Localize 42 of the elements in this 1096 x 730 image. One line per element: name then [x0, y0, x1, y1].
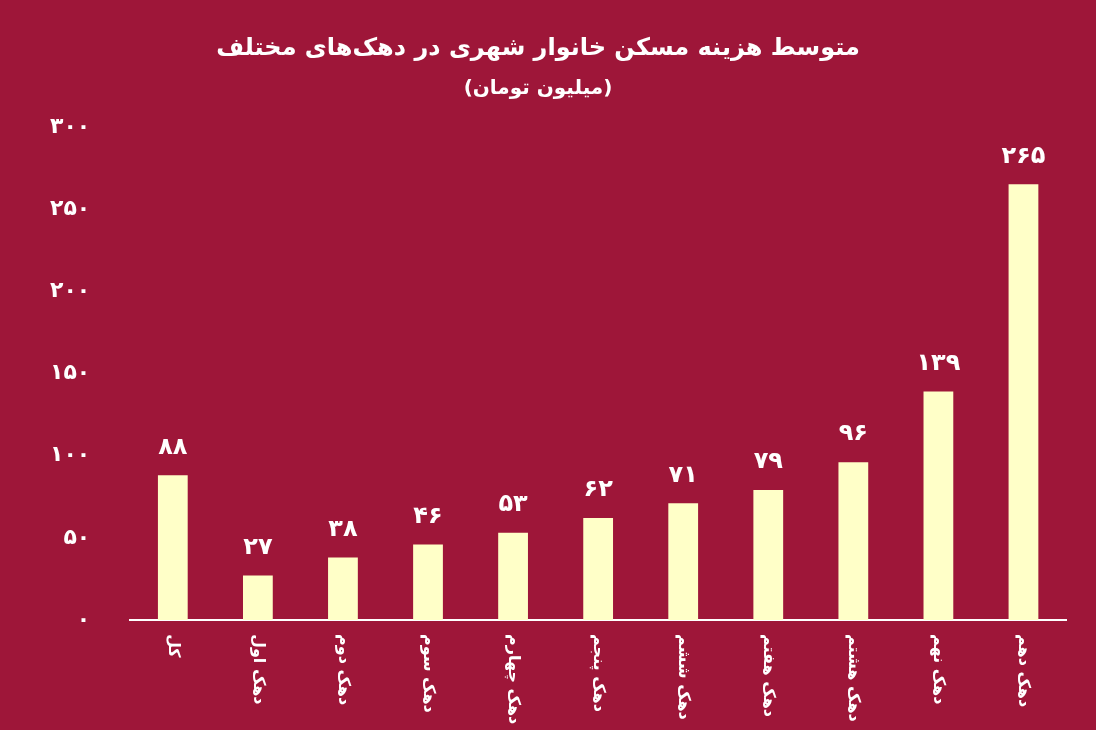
y-tick-label: ۲۰۰	[49, 276, 91, 302]
data-label: ۹۶	[838, 418, 868, 447]
bar	[838, 462, 869, 620]
data-label: ۴۶	[413, 500, 443, 529]
data-label: ۷۹	[753, 446, 784, 475]
x-tick-label: دهک سوم	[419, 634, 439, 713]
data-label: ۳۸	[328, 513, 358, 542]
x-tick-label: دهک چهارم	[503, 634, 524, 725]
y-tick-label: ۵۰	[63, 523, 91, 549]
data-label: ۱۳۹	[916, 347, 961, 376]
y-tick-label: ۰	[76, 605, 91, 631]
x-tick-label: دهک هفتم	[760, 634, 780, 717]
data-label: ۶۲	[583, 474, 614, 503]
bar	[413, 544, 443, 620]
x-tick-label: دهک پنجم	[588, 634, 609, 712]
data-label: ۲۶۵	[1001, 140, 1046, 169]
data-label: ۷۱	[668, 459, 698, 488]
x-tick-label: دهک نهم	[930, 634, 950, 705]
x-tick-label: دهک اول	[249, 634, 269, 705]
x-tick-label: دهک ششم	[675, 634, 695, 720]
chart-subtitle: (میلیون تومان)	[463, 75, 613, 99]
bar	[243, 575, 273, 620]
x-tick-label: دهک دهم	[1015, 634, 1035, 708]
bar	[668, 503, 699, 620]
y-tick-label: ۳۰۰	[49, 112, 91, 138]
bar	[923, 391, 954, 620]
bar	[157, 475, 188, 620]
x-tick-label: کل	[164, 634, 184, 659]
bar	[498, 532, 528, 620]
bar	[583, 518, 614, 620]
data-label: ۲۷	[243, 531, 273, 560]
data-label: ۵۳	[498, 489, 529, 518]
x-tick-label: دهک دوم	[334, 634, 354, 706]
data-label: ۸۸	[158, 431, 188, 460]
y-tick-label: ۱۵۰	[49, 359, 91, 385]
bar	[753, 490, 784, 620]
bar	[1008, 184, 1039, 620]
x-tick-label: دهک هشتم	[845, 634, 865, 722]
y-tick-label: ۱۰۰	[49, 441, 91, 467]
chart-title: متوسط هزینه مسکن خانوار شهری در دهک‌های مختلف	[216, 32, 860, 61]
y-tick-label: ۲۵۰	[49, 194, 91, 220]
bar	[328, 557, 358, 620]
